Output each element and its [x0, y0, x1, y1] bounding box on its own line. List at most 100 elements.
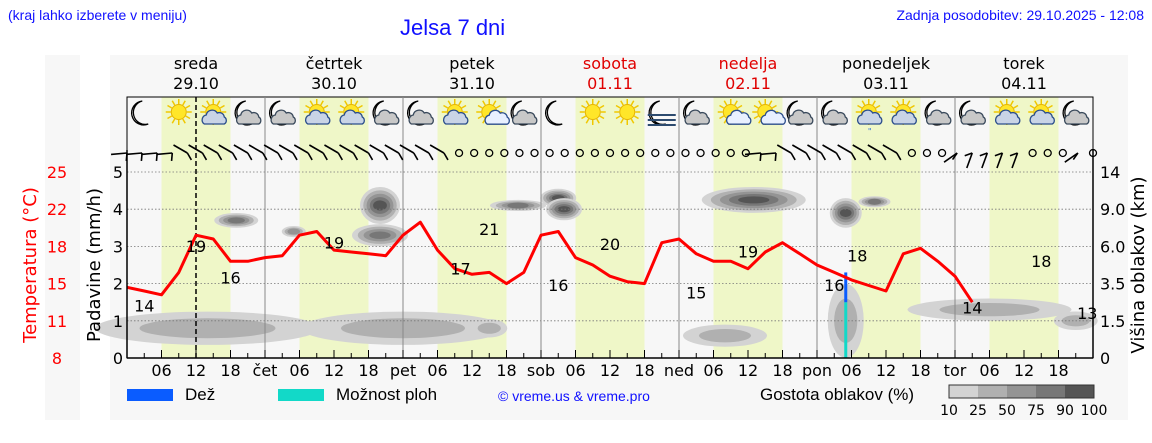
x-tick-label: 12 [738, 361, 758, 380]
moon-icon [131, 100, 149, 126]
wind-barb-icon [156, 152, 174, 162]
wind-barb-icon [278, 144, 298, 161]
wind-barb-icon [293, 144, 313, 161]
wind-barb-icon [882, 144, 902, 161]
x-tick-label: 18 [634, 361, 654, 380]
x-tick-label: 18 [1048, 361, 1068, 380]
x-tick-label: 18 [358, 361, 378, 380]
sun-cloud-icon [441, 99, 469, 125]
cloud-blob [839, 208, 852, 217]
calm-wind-icon [666, 148, 675, 158]
calm-wind-icon [937, 148, 947, 158]
day-date: 01.11 [587, 74, 633, 93]
cloud-density-layer [95, 186, 1098, 358]
density-step-label: 90 [1056, 403, 1074, 419]
day-name: torek [1003, 54, 1045, 73]
temperature-axis-title: Temperatura (°C) [20, 187, 41, 344]
day-date: 04.11 [1001, 74, 1047, 93]
wind-barb-icon [369, 144, 389, 161]
cloud-height-axis-title: Višina oblakov (km) [1128, 176, 1149, 353]
calm-wind-icon [530, 148, 539, 158]
calm-wind-icon [741, 148, 750, 158]
sun-small-cloud-icon [752, 99, 786, 125]
temp-axis-bg [45, 55, 80, 420]
x-tick-label: 18 [910, 361, 930, 380]
sun-cloud-rain-icon: " [855, 99, 883, 136]
wind-barb-icon [822, 144, 842, 161]
precip-tick: 1 [113, 312, 123, 331]
x-day-label: čet [253, 361, 278, 380]
x-day-label: ned [664, 361, 694, 380]
calm-wind-icon [575, 148, 584, 158]
moon-cloud-icon [924, 100, 952, 126]
moon-fog-icon [647, 100, 676, 126]
legend-shower-label: Možnost ploh [336, 385, 438, 404]
wind-barb-row [110, 144, 1098, 169]
wind-barb-icon [994, 152, 1004, 169]
sun-cloud-icon [890, 99, 917, 125]
x-day-label: tor [944, 361, 967, 380]
svg-text:": " [868, 127, 872, 136]
legend-rain: Dež [127, 385, 215, 405]
x-tick-label: 06 [979, 361, 999, 380]
moon-cloud-icon [821, 100, 848, 126]
temperature-label: 16 [824, 276, 844, 295]
location-hint[interactable]: (kraj lahko izberete v meniju) [8, 7, 187, 23]
temperature-label: 21 [479, 220, 499, 239]
wind-barb-icon [837, 144, 857, 161]
density-step-label: 25 [969, 403, 987, 419]
cloud-height-tick: 14 [1100, 163, 1120, 182]
wind-barb-icon [1064, 152, 1079, 163]
wind-barb-icon [943, 152, 958, 163]
day-name: sreda [174, 54, 218, 73]
temperature-label: 19 [324, 233, 344, 252]
moon-cloud-icon [683, 100, 710, 126]
calm-wind-icon [545, 148, 554, 158]
x-tick-label: 06 [565, 361, 585, 380]
temperature-label: 19 [186, 237, 206, 256]
day-date: 30.10 [311, 74, 357, 93]
density-step-label: 10 [940, 403, 958, 419]
temperature-label: 16 [220, 269, 240, 288]
x-tick-label: 06 [427, 361, 447, 380]
sun-icon [614, 99, 641, 125]
wind-barb-icon [807, 144, 827, 161]
x-day-label: pon [802, 361, 832, 380]
calm-wind-icon [726, 148, 735, 158]
cloud-height-tick: 9.0 [1100, 200, 1125, 219]
x-tick-label: 06 [289, 361, 309, 380]
daylight-band [713, 97, 783, 358]
cloud-blob [227, 217, 245, 224]
sun-cloud-icon [303, 99, 331, 125]
calm-wind-icon [696, 148, 705, 158]
moon-cloud-icon [407, 100, 434, 126]
wind-barb-icon [324, 144, 344, 161]
x-tick-label: 12 [1014, 361, 1034, 380]
day-date: 29.10 [173, 74, 219, 93]
moon-cloud-icon [786, 100, 814, 126]
wind-barb-icon [339, 144, 359, 161]
precip-tick: 4 [113, 200, 123, 219]
daylight-band [575, 97, 645, 358]
credit-link[interactable]: © vreme.us & vreme.pro [498, 388, 650, 404]
calm-wind-icon [605, 148, 615, 158]
density-step-label: 50 [998, 403, 1016, 419]
temperature-tick: 11 [47, 312, 67, 331]
x-tick-label: 18 [496, 361, 516, 380]
moon-cloud-icon [1062, 100, 1090, 126]
precip-tick: 2 [113, 275, 123, 294]
calm-wind-icon [711, 148, 720, 158]
calm-wind-icon [590, 148, 600, 158]
day-name: sobota [583, 54, 637, 73]
calm-wind-icon [620, 148, 630, 158]
temperature-label: 13 [1077, 304, 1097, 323]
cloud-blob [369, 231, 391, 239]
cloud-height-tick: 0 [1100, 349, 1110, 368]
wind-barb-icon [1009, 152, 1019, 169]
precip-axis-title: Padavine (mm/h) [84, 188, 105, 342]
cloud-height-tick: 6.0 [1100, 237, 1125, 256]
x-tick-label: 12 [186, 361, 206, 380]
